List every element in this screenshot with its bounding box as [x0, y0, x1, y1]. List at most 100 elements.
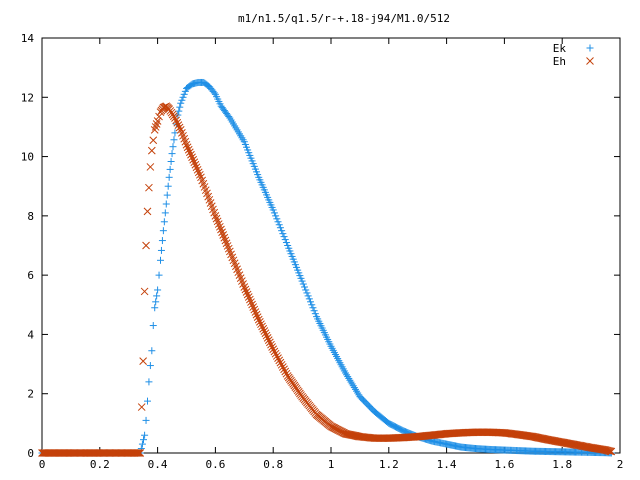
plus-marker: [273, 215, 281, 223]
cross-marker: [223, 242, 232, 250]
cross-marker: [220, 233, 229, 242]
plus-marker: [210, 89, 218, 97]
plus-marker: [148, 347, 156, 355]
plus-marker: [154, 286, 162, 294]
plus-marker: [311, 310, 319, 318]
cross-marker: [151, 123, 160, 131]
plus-marker: [151, 304, 159, 312]
plus-marker: [168, 150, 176, 158]
cross-marker: [195, 170, 204, 179]
cross-marker: [146, 163, 155, 171]
cross-marker: [241, 285, 250, 294]
cross-marker: [246, 295, 254, 304]
cross-marker: [134, 449, 142, 457]
plus-marker: [153, 292, 161, 300]
cross-marker: [215, 222, 224, 231]
x-tick-label: 1.8: [552, 458, 572, 471]
cross-marker: [185, 148, 194, 157]
cross-marker: [174, 121, 183, 130]
y-tick-label: 2: [27, 388, 34, 401]
plus-marker: [299, 280, 307, 288]
cross-marker: [263, 333, 272, 342]
cross-marker: [136, 449, 145, 457]
plot-frame: [41, 37, 621, 454]
cross-marker: [142, 241, 150, 250]
cross-marker: [183, 143, 192, 152]
plus-marker: [278, 227, 286, 235]
plus-marker: [270, 209, 278, 217]
legend-marker-ek: [586, 44, 594, 52]
plus-marker: [157, 246, 165, 254]
plus-marker: [347, 378, 355, 386]
y-tick-label: 6: [27, 269, 34, 282]
x-tick-label: 0.4: [148, 458, 168, 471]
cross-marker: [218, 228, 226, 237]
x-tick-label: 1: [328, 458, 335, 471]
plus-marker: [158, 237, 166, 245]
series-ek: [38, 78, 615, 457]
plus-marker: [304, 292, 312, 300]
plus-marker: [170, 136, 178, 144]
cross-marker: [137, 403, 146, 411]
cross-marker: [259, 324, 268, 333]
plus-marker: [146, 362, 154, 370]
plus-marker: [276, 224, 284, 232]
plus-marker: [343, 371, 351, 379]
plus-marker: [353, 387, 361, 395]
cross-marker: [274, 354, 282, 362]
cross-marker: [132, 449, 141, 457]
cross-marker: [173, 118, 182, 127]
cross-marker: [171, 114, 179, 122]
plus-marker: [301, 283, 309, 291]
cross-marker: [191, 160, 200, 169]
legend-label-ek: Ek: [553, 42, 567, 55]
cross-marker: [192, 163, 201, 172]
cross-marker: [278, 363, 287, 371]
plus-marker: [165, 173, 173, 181]
cross-marker: [256, 318, 264, 326]
cross-marker: [247, 298, 255, 306]
cross-marker: [268, 343, 276, 351]
cross-marker: [262, 331, 271, 340]
axis-ticks: 0 0.2 0.4 0.6 0.8 1 1.2 1.4 1.6 1.8 2 0 2 4 6 8 10 12 14: [21, 32, 624, 471]
plus-marker: [274, 218, 282, 226]
plus-marker: [310, 307, 318, 315]
cross-marker: [224, 244, 233, 253]
x-tick-label: 0: [39, 458, 46, 471]
plus-marker: [178, 96, 186, 104]
cross-marker: [213, 217, 222, 226]
plus-marker: [280, 233, 288, 241]
y-tick-label: 14: [21, 32, 35, 45]
legend-marker-eh: [586, 57, 594, 65]
cross-marker: [607, 447, 616, 456]
plus-marker: [344, 373, 352, 381]
data-series: [38, 78, 616, 457]
cross-marker: [140, 287, 149, 296]
plus-marker: [159, 227, 167, 235]
legend-label-eh: Eh: [553, 55, 566, 68]
cross-marker: [252, 310, 261, 319]
cross-marker: [147, 146, 156, 155]
cross-marker: [275, 356, 284, 365]
plus-marker: [303, 289, 311, 297]
cross-marker: [217, 225, 225, 234]
plus-marker: [308, 301, 316, 309]
plus-marker: [351, 385, 359, 393]
cross-marker: [272, 352, 281, 360]
plus-marker: [282, 239, 290, 247]
cross-marker: [155, 112, 163, 121]
plus-marker: [162, 200, 170, 208]
plus-marker: [175, 107, 183, 115]
cross-marker: [222, 239, 231, 248]
cross-marker: [143, 207, 152, 216]
cross-marker: [145, 183, 153, 192]
cross-marker: [219, 231, 228, 239]
cross-marker: [194, 168, 203, 177]
cross-marker: [152, 120, 161, 128]
cross-marker: [253, 313, 262, 321]
plus-marker: [180, 90, 188, 98]
plus-marker: [138, 440, 146, 448]
cross-marker: [257, 320, 265, 329]
